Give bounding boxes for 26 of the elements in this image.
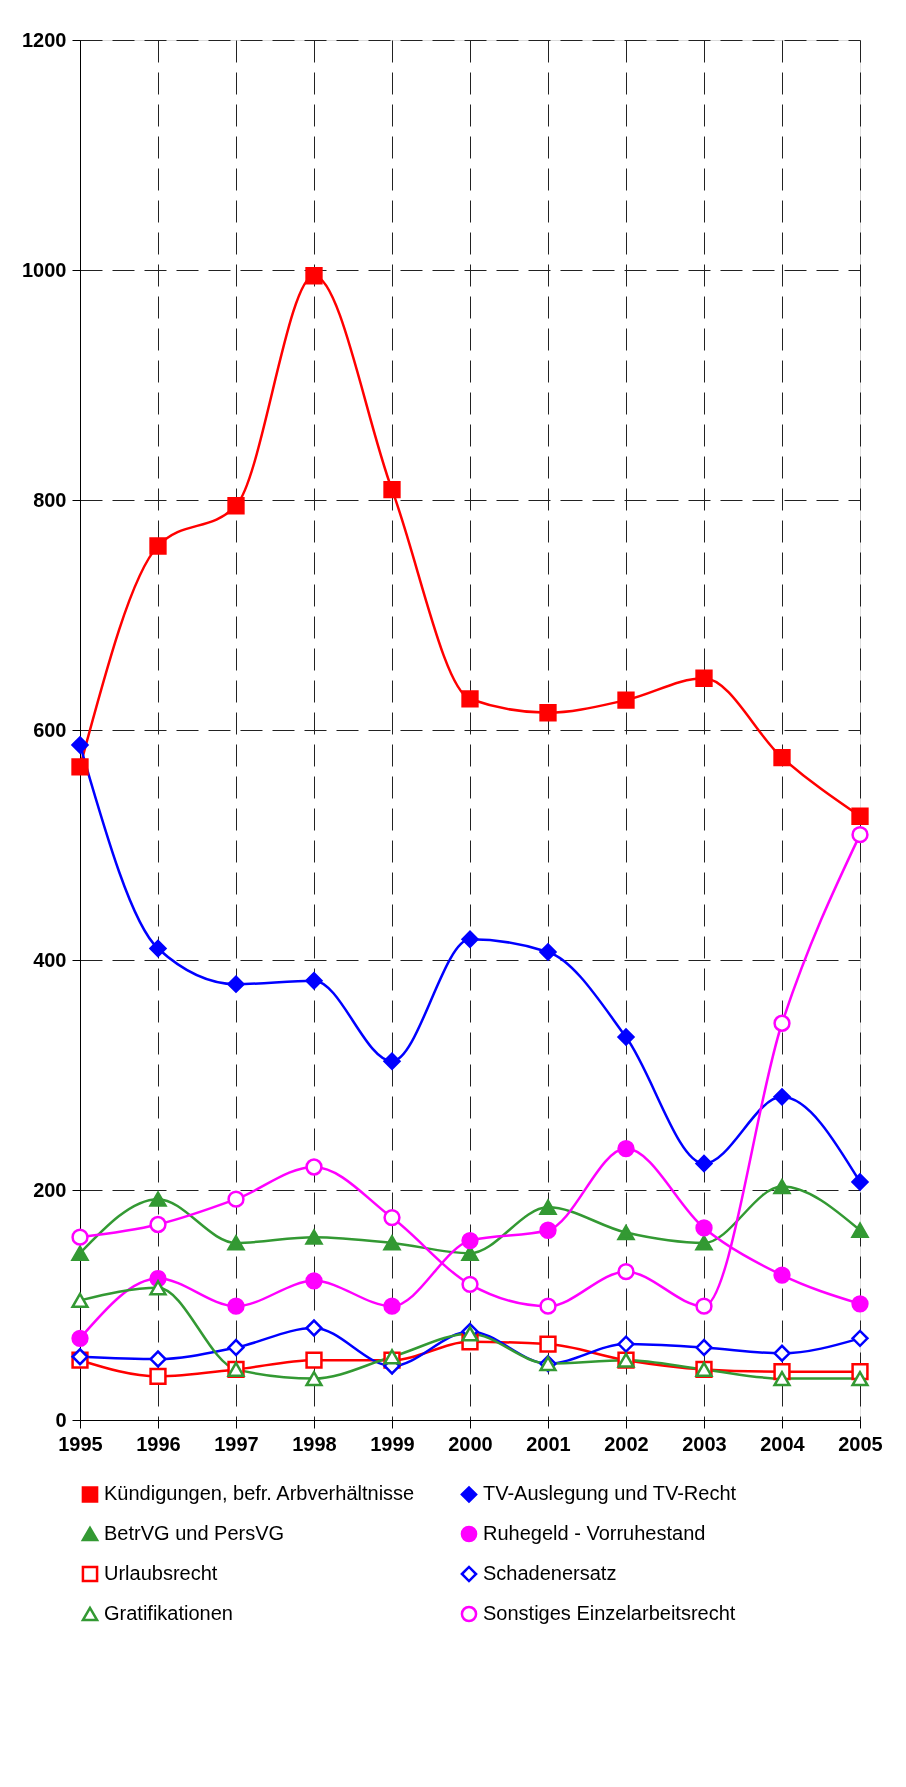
legend-label: Schadenersatz — [483, 1562, 617, 1584]
y-tick-label: 600 — [33, 718, 67, 741]
legend-label: BetrVG und PersVG — [104, 1522, 285, 1544]
x-tick-label: 2002 — [604, 1432, 649, 1455]
x-tick-label: 2001 — [526, 1432, 571, 1455]
x-tick-label: 2004 — [760, 1432, 806, 1455]
legend-label: Ruhegeld - Vorruhestand — [483, 1522, 706, 1544]
x-tick-label: 1995 — [58, 1432, 103, 1455]
x-tick-label: 1999 — [370, 1432, 415, 1455]
legend-label: TV-Auslegung und TV-Recht — [483, 1482, 737, 1505]
x-tick-label: 2003 — [682, 1432, 727, 1455]
legend-label: Kündigungen, befr. Arbverhältnisse — [104, 1482, 415, 1505]
y-tick-label: 400 — [33, 948, 67, 971]
y-tick-label: 1000 — [22, 258, 67, 281]
legend-label: Gratifikationen — [104, 1602, 233, 1624]
y-tick-label: 0 — [55, 1408, 67, 1431]
legend-label: Sonstiges Einzelarbeitsrecht — [483, 1602, 736, 1624]
x-tick-label: 1996 — [136, 1432, 181, 1455]
legend-label: Urlaubsrecht — [104, 1562, 218, 1584]
x-tick-label: 2005 — [838, 1432, 883, 1455]
y-tick-label: 1200 — [22, 28, 67, 51]
y-tick-label: 200 — [33, 1178, 67, 1201]
x-tick-label: 2000 — [448, 1432, 493, 1455]
x-tick-label: 1997 — [214, 1432, 259, 1455]
y-tick-label: 800 — [33, 488, 67, 511]
x-tick-label: 1998 — [292, 1432, 337, 1455]
